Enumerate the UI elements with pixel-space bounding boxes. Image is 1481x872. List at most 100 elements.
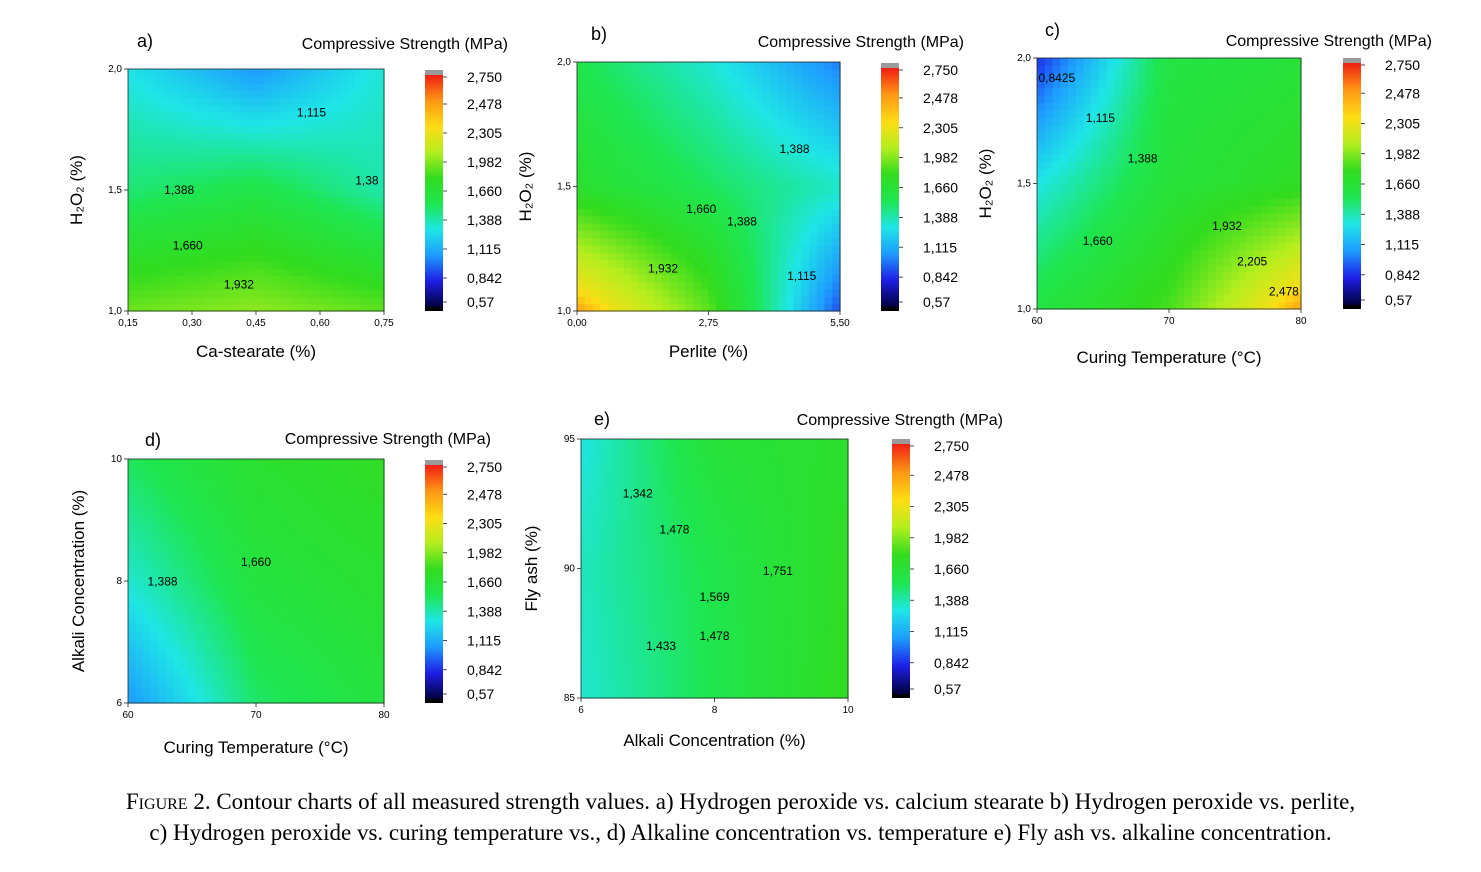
contour-cell [785,237,795,246]
contour-cell [256,588,265,596]
contour-cell [263,104,272,113]
contour-cell [256,609,265,618]
contour-cell [1192,227,1201,236]
contour-cell [700,83,710,92]
contour-cell [607,127,617,136]
contour-cell [731,237,741,246]
contour-cell [677,281,686,290]
contour-cell [1262,249,1271,258]
contour-cell [1068,146,1077,155]
contour-cell [368,681,378,690]
contour-cell [165,147,174,156]
contour-cell [293,659,302,668]
contour-cell [173,624,182,632]
contour-cell [165,225,174,234]
contour-cell [1068,264,1077,273]
contour-cell [323,168,332,177]
contour-cell [278,487,287,496]
contour-cell [225,296,235,305]
contour-cell [1192,257,1201,266]
contour-cell [338,695,347,704]
contour-cell [1037,94,1046,103]
contour-cell [293,111,302,120]
contour-cell [308,502,317,510]
contour-cell [1145,176,1155,185]
contour-cell [218,588,227,596]
contour-cell [762,201,771,210]
contour-cell [150,282,159,291]
contour-cell [218,261,227,269]
contour-cell [816,83,826,92]
contour-cell [271,552,280,561]
contour-cell [1091,139,1100,148]
contour-cell [346,459,355,467]
contour-cell [631,91,640,100]
contour-cell [376,516,385,525]
contour-cell [793,171,802,180]
contour-cell [316,90,325,99]
contour-cell [654,296,663,305]
contour-cell [1137,109,1147,118]
contour-cell [353,674,363,683]
contour-cell [816,157,826,166]
contour-cell [158,254,167,262]
contour-cell [338,652,347,661]
contour-cell [1238,176,1248,185]
contour-cell [1200,183,1209,192]
contour-cell [1231,153,1240,162]
contour-cell [1130,257,1139,266]
contour-cell [331,197,340,205]
contour-cell [809,186,818,195]
contour-cell [654,157,663,166]
contour-cell [793,69,802,78]
contour-cell [240,161,250,170]
contour-cell [778,179,787,188]
contour-cell [615,105,625,114]
contour-cell [1223,242,1232,251]
contour-cell [1037,153,1046,162]
contour-cell [1037,220,1046,229]
contour-cell [708,303,717,312]
contour-cell [690,652,700,661]
contour-cell [1293,94,1302,103]
contour-cell [643,667,653,676]
contour-cell [1068,301,1077,310]
contour-cell [301,261,310,269]
contour-cell [218,168,227,177]
contour-cell [165,537,174,546]
contour-cell [248,154,257,163]
contour-cell [233,545,242,553]
contour-cell [816,91,826,100]
contour-cell [286,566,295,575]
contour-cell [1285,264,1294,273]
contour-cell [669,281,679,290]
contour-cell [240,182,250,191]
contour-cell [135,588,144,596]
contour-cell [739,303,748,312]
contour-cell [233,161,242,170]
contour-cell [271,140,280,148]
contour-cell [778,237,787,246]
contour-cell [278,609,287,618]
contour-cell [1269,205,1279,214]
contour-cell [143,609,152,618]
contour-cell [286,197,295,205]
contour-cell [1068,94,1077,103]
contour-cell [1231,190,1240,199]
contour-cell [604,659,614,669]
colorbar-tick-label: 2,305 [923,120,958,136]
contour-cell [203,83,212,91]
contour-cell [1114,249,1124,258]
contour-cell [173,459,182,467]
contour-cell [1075,146,1085,155]
contour-cell [708,252,717,261]
contour-cell [203,473,212,482]
contour-cell [1106,124,1116,133]
contour-cell [1246,102,1256,111]
contour-cell [338,232,347,241]
contour-cell [180,268,189,277]
contour-cell [1075,139,1085,148]
contour-cell [323,246,332,255]
contour-cell [203,631,212,640]
contour-cell [346,111,355,120]
